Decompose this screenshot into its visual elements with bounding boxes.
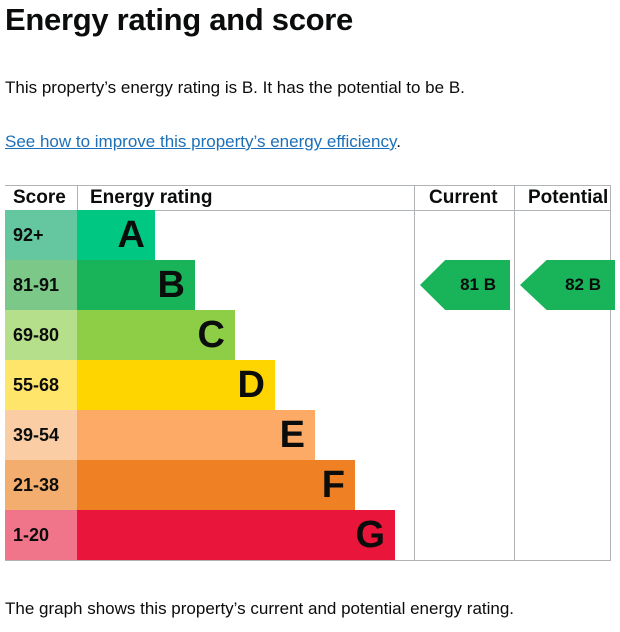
rating-letter: B: [157, 264, 185, 306]
header-energy-rating: Energy rating: [90, 187, 213, 208]
score-band-b: 81-91: [5, 260, 77, 310]
score-band-g: 1-20: [5, 510, 77, 560]
rating-summary: This property’s energy rating is B. It h…: [5, 78, 465, 97]
divider: [514, 186, 515, 560]
potential-rating-label: 82 B: [565, 275, 601, 294]
rating-letter: C: [197, 314, 225, 356]
divider: [5, 210, 610, 211]
rating-letter: E: [279, 414, 305, 456]
rating-bar-f: F: [77, 460, 355, 510]
score-band-d: 55-68: [5, 360, 77, 410]
divider: [77, 186, 78, 210]
improve-efficiency-link[interactable]: See how to improve this property’s energ…: [5, 132, 397, 151]
potential-rating-arrow: 82 B: [520, 260, 615, 310]
current-rating-label: 81 B: [460, 275, 496, 294]
current-rating-arrow: 81 B: [420, 260, 510, 310]
rating-bar-g: G: [77, 510, 395, 560]
score-band-c: 69-80: [5, 310, 77, 360]
energy-rating-chart: Score Energy rating Current Potential 92…: [5, 185, 615, 561]
header-current: Current: [429, 187, 498, 208]
improve-paragraph: See how to improve this property’s energ…: [5, 132, 401, 152]
header-potential: Potential: [528, 187, 609, 208]
link-suffix: .: [396, 132, 401, 151]
rating-bar-a: A: [77, 210, 155, 260]
score-band-f: 21-38: [5, 460, 77, 510]
rating-bar-e: E: [77, 410, 315, 460]
page-title: Energy rating and score: [5, 2, 353, 37]
score-band-e: 39-54: [5, 410, 77, 460]
rating-bar-b: B: [77, 260, 195, 310]
score-band-a: 92+: [5, 210, 77, 260]
rating-letter: D: [237, 364, 265, 406]
divider: [414, 186, 415, 560]
rating-letter: A: [117, 214, 145, 256]
rating-bar-d: D: [77, 360, 275, 410]
rating-letter: F: [321, 464, 345, 506]
footer-text: The graph shows this property’s current …: [5, 599, 515, 618]
rating-bar-c: C: [77, 310, 235, 360]
header-score: Score: [13, 187, 66, 208]
rating-letter: G: [355, 514, 385, 556]
